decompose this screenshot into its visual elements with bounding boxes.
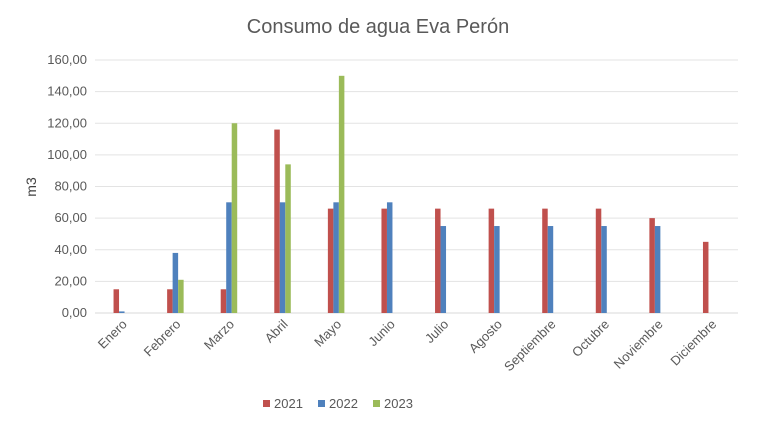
x-tick-label: Diciembre [667, 317, 719, 369]
y-tick-labels: 0,00 20,00 40,00 60,00 80,00 100,00 120,00 140,… [47, 52, 87, 320]
y-axis-label: m3 [23, 177, 39, 197]
bar-2022-enero [119, 311, 125, 313]
y-tick-label: 60,00 [54, 210, 87, 225]
bar-2021-noviembre [649, 218, 655, 313]
bar-2022-septiembre [547, 226, 554, 313]
y-tick-label: 140,00 [47, 84, 87, 99]
legend-swatch-2022 [318, 400, 325, 407]
bar-2023-abril [285, 164, 291, 313]
bar-2022-mayo [333, 202, 339, 313]
bar-2021-marzo [220, 289, 227, 313]
bar-2023-febrero [178, 279, 184, 313]
y-tick-label: 20,00 [54, 273, 87, 288]
legend: 2021 2022 2023 [263, 396, 413, 411]
y-tick-label: 0,00 [62, 305, 87, 320]
bar-2023-mayo [338, 75, 345, 313]
grid-lines [95, 59, 738, 314]
x-tick-label: Febrero [141, 317, 184, 360]
bar-2022-junio [386, 202, 393, 313]
x-tick-label: Enero [95, 317, 130, 352]
bar-2021-octubre [595, 208, 602, 313]
x-tick-label: Julio [422, 317, 452, 347]
y-tick-label: 120,00 [47, 115, 87, 130]
legend-swatch-2023 [373, 400, 380, 407]
x-tick-label: Mayo [311, 317, 344, 350]
x-tick-labels: Enero Febrero Marzo Abril Mayo Junio Julio Agos… [95, 316, 720, 374]
x-tick-label: Junio [365, 317, 398, 350]
bar-2021-agosto [488, 208, 495, 313]
x-tick-label: Abril [262, 316, 291, 345]
bars [113, 75, 709, 313]
chart-title: Consumo de agua Eva Perón [247, 16, 509, 38]
x-tick-label: Septiembre [501, 317, 559, 375]
legend-label-2023: 2023 [384, 396, 413, 411]
y-tick-label: 160,00 [47, 52, 87, 67]
y-tick-label: 80,00 [54, 179, 87, 194]
legend-label-2022: 2022 [329, 396, 358, 411]
bar-2022-noviembre [654, 226, 661, 313]
x-tick-label: Noviembre [611, 317, 666, 372]
bar-2021-diciembre [702, 241, 709, 313]
x-tick-label: Marzo [201, 317, 237, 353]
bar-2023-marzo [231, 123, 238, 313]
x-tick-label: Octubre [569, 317, 612, 360]
bar-2021-septiembre [542, 208, 548, 313]
bar-2021-junio [381, 208, 387, 313]
y-tick-label: 100,00 [47, 147, 87, 162]
bar-2022-marzo [226, 202, 232, 313]
bar-2021-enero [113, 289, 120, 313]
y-tick-label: 40,00 [54, 242, 87, 257]
legend-swatch-2021 [263, 400, 270, 407]
bar-2021-julio [435, 208, 441, 313]
legend-label-2021: 2021 [274, 396, 303, 411]
bar-2022-octubre [601, 226, 607, 313]
bar-2021-mayo [327, 208, 334, 313]
bar-2021-abril [274, 129, 280, 313]
x-tick-label: Agosto [466, 317, 505, 356]
bar-2022-abril [279, 202, 286, 313]
bar-2022-febrero [172, 252, 179, 313]
bar-2022-agosto [494, 226, 500, 313]
bar-2021-febrero [167, 289, 173, 313]
bar-2022-julio [440, 226, 447, 313]
